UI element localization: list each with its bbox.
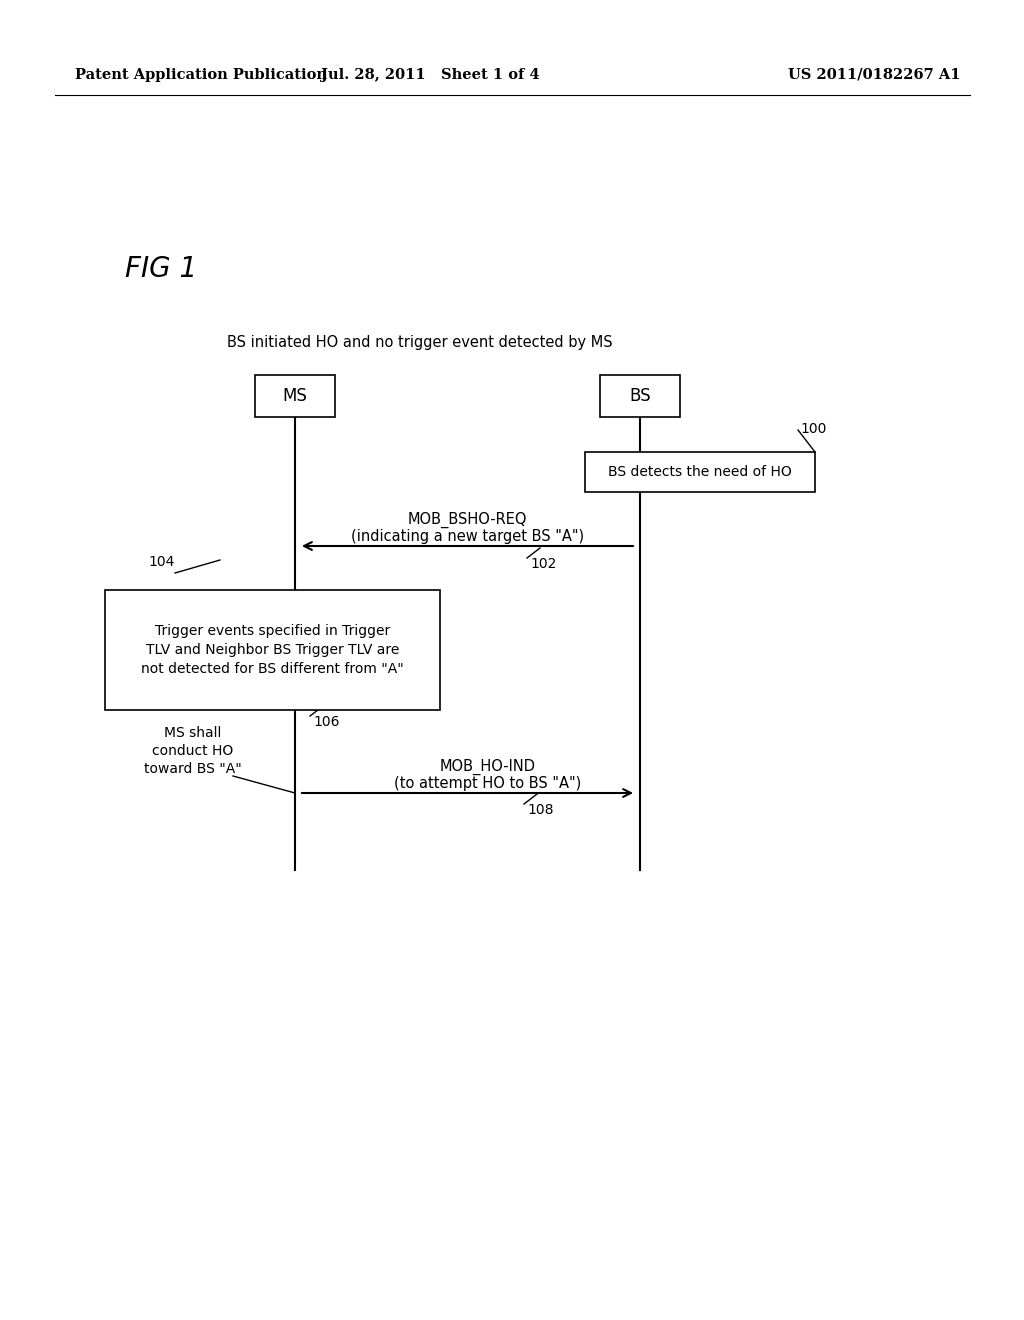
Text: BS initiated HO and no trigger event detected by MS: BS initiated HO and no trigger event det… bbox=[227, 335, 612, 350]
FancyBboxPatch shape bbox=[600, 375, 680, 417]
Text: not detected for BS different from "A": not detected for BS different from "A" bbox=[141, 663, 403, 676]
Text: MS shall: MS shall bbox=[164, 726, 221, 741]
Text: TLV and Neighbor BS Trigger TLV are: TLV and Neighbor BS Trigger TLV are bbox=[145, 643, 399, 657]
Text: 108: 108 bbox=[527, 803, 554, 817]
FancyBboxPatch shape bbox=[255, 375, 335, 417]
Text: US 2011/0182267 A1: US 2011/0182267 A1 bbox=[787, 69, 961, 82]
Text: BS detects the need of HO: BS detects the need of HO bbox=[608, 465, 792, 479]
Text: Trigger events specified in Trigger: Trigger events specified in Trigger bbox=[155, 624, 390, 638]
Text: toward BS "A": toward BS "A" bbox=[144, 762, 242, 776]
Text: MS: MS bbox=[283, 387, 307, 405]
Text: 102: 102 bbox=[530, 557, 556, 572]
Text: Patent Application Publication: Patent Application Publication bbox=[75, 69, 327, 82]
Text: 104: 104 bbox=[148, 554, 174, 569]
Text: 100: 100 bbox=[800, 422, 826, 436]
FancyBboxPatch shape bbox=[105, 590, 440, 710]
Text: MOB_BSHO-REQ: MOB_BSHO-REQ bbox=[408, 512, 527, 528]
Text: BS: BS bbox=[629, 387, 651, 405]
Text: 106: 106 bbox=[313, 715, 340, 729]
Text: MOB_HO-IND: MOB_HO-IND bbox=[439, 759, 536, 775]
Text: (to attempt HO to BS "A"): (to attempt HO to BS "A") bbox=[394, 776, 582, 791]
Text: FIG 1: FIG 1 bbox=[125, 255, 198, 282]
Text: Jul. 28, 2011   Sheet 1 of 4: Jul. 28, 2011 Sheet 1 of 4 bbox=[321, 69, 540, 82]
Text: conduct HO: conduct HO bbox=[153, 744, 233, 758]
Text: (indicating a new target BS "A"): (indicating a new target BS "A") bbox=[351, 529, 584, 544]
FancyBboxPatch shape bbox=[585, 451, 815, 492]
